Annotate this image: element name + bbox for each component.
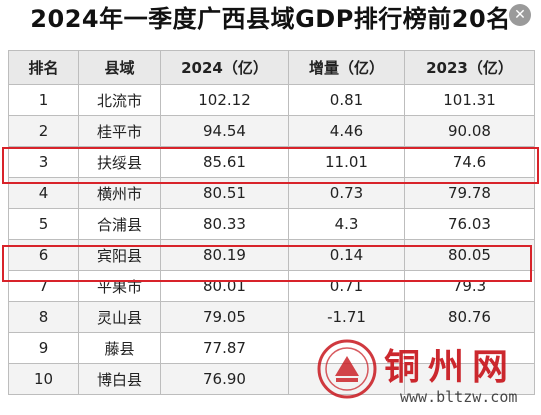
cell-v2024: 102.12 — [160, 84, 289, 116]
page-title: 2024年一季度广西县域GDP排行榜前20名 — [30, 5, 511, 33]
close-icon[interactable]: ✕ — [509, 4, 531, 26]
cell-v2023 — [404, 363, 535, 395]
cell-county: 平果市 — [78, 270, 161, 302]
cell-county: 合浦县 — [78, 208, 161, 240]
table-row: 5 合浦县 80.33 4.3 76.03 — [8, 208, 535, 240]
column-header: 县域 — [78, 50, 161, 85]
cell-rank: 5 — [8, 208, 79, 240]
cell-v2024: 85.61 — [160, 146, 289, 178]
cell-v2024: 80.51 — [160, 177, 289, 209]
cell-delta: 4.46 — [288, 115, 405, 147]
seal-logo — [317, 339, 377, 399]
column-header: 排名 — [8, 50, 79, 85]
cell-v2023: 79.78 — [404, 177, 535, 209]
cell-rank: 4 — [8, 177, 79, 209]
table-row: 1 北流市 102.12 0.81 101.31 — [8, 84, 535, 116]
cell-v2023: 101.31 — [404, 84, 535, 116]
cell-v2023: 79.3 — [404, 270, 535, 302]
cell-v2024: 80.01 — [160, 270, 289, 302]
table-row: 8 灵山县 79.05 -1.71 80.76 — [8, 301, 535, 333]
cell-county: 灵山县 — [78, 301, 161, 333]
cell-v2023: 90.08 — [404, 115, 535, 147]
cell-county: 扶绥县 — [78, 146, 161, 178]
table-header-row: 排名 县域 2024（亿） 增量（亿） 2023（亿） — [8, 50, 535, 85]
watermark: 铜州网 www.bltzw.com — [316, 336, 538, 412]
cell-v2024: 79.05 — [160, 301, 289, 333]
cell-rank: 8 — [8, 301, 79, 333]
column-header: 2024（亿） — [160, 50, 289, 85]
cell-delta: 0.81 — [288, 84, 405, 116]
cell-rank: 10 — [8, 363, 79, 395]
table-row: 10 博白县 76.90 — [8, 363, 535, 395]
cell-delta: -1.71 — [288, 301, 405, 333]
cell-rank: 3 — [8, 146, 79, 178]
table-row: 6 宾阳县 80.19 0.14 80.05 — [8, 239, 535, 271]
cell-rank: 7 — [8, 270, 79, 302]
cell-county: 藤县 — [78, 332, 161, 364]
cell-delta: 0.73 — [288, 177, 405, 209]
table-row: 3 扶绥县 85.61 11.01 74.6 — [8, 146, 535, 178]
cell-v2023: 74.6 — [404, 146, 535, 178]
cell-county: 北流市 — [78, 84, 161, 116]
cell-county: 博白县 — [78, 363, 161, 395]
cell-delta: 11.01 — [288, 146, 405, 178]
cell-v2024: 77.87 — [160, 332, 289, 364]
cell-delta: 0.14 — [288, 239, 405, 271]
cell-county: 横州市 — [78, 177, 161, 209]
cell-v2024: 80.19 — [160, 239, 289, 271]
cell-v2023: 80.76 — [404, 301, 535, 333]
cell-v2023: 80.05 — [404, 239, 535, 271]
ranking-table: 排名 县域 2024（亿） 增量（亿） 2023（亿） 1 北流市 102.12 0.… — [8, 50, 535, 395]
table-row: 7 平果市 80.01 0.71 79.3 — [8, 270, 535, 302]
cell-v2023: 76.03 — [404, 208, 535, 240]
cell-v2024: 94.54 — [160, 115, 289, 147]
watermark-name: 铜州网 — [384, 347, 517, 388]
cell-rank: 9 — [8, 332, 79, 364]
cell-rank: 6 — [8, 239, 79, 271]
cell-county: 桂平市 — [78, 115, 161, 147]
table-row: 4 横州市 80.51 0.73 79.78 — [8, 177, 535, 209]
column-header: 增量（亿） — [288, 50, 405, 85]
cell-rank: 2 — [8, 115, 79, 147]
watermark-url: www.bltzw.com — [400, 388, 518, 406]
cell-delta: 0.71 — [288, 270, 405, 302]
table-row: 2 桂平市 94.54 4.46 90.08 — [8, 115, 535, 147]
cell-v2024: 80.33 — [160, 208, 289, 240]
cell-rank: 1 — [8, 84, 79, 116]
cell-county: 宾阳县 — [78, 239, 161, 271]
column-header: 2023（亿） — [404, 50, 535, 85]
cell-delta: 4.3 — [288, 208, 405, 240]
cell-v2024: 76.90 — [160, 363, 289, 395]
